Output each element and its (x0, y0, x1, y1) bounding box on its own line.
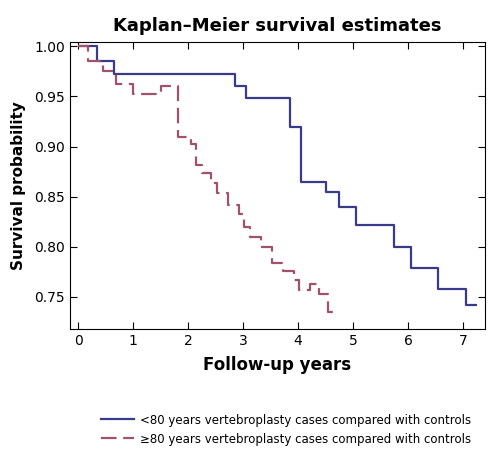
Legend: <80 years vertebroplasty cases compared with controls, ≥80 years vertebroplasty : <80 years vertebroplasty cases compared … (96, 409, 475, 451)
X-axis label: Follow-up years: Follow-up years (204, 356, 352, 374)
Y-axis label: Survival probability: Survival probability (11, 101, 26, 270)
Title: Kaplan–Meier survival estimates: Kaplan–Meier survival estimates (113, 17, 442, 35)
